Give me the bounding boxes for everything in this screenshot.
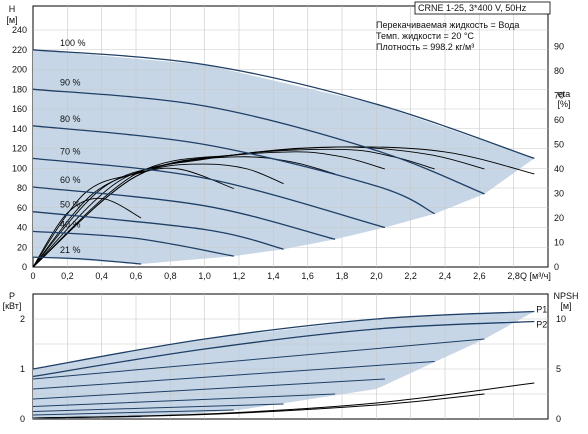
power-curve-p1: [32, 310, 535, 370]
eta-y-tick-label: 10: [554, 238, 564, 248]
speed-power-curve: [32, 403, 284, 412]
efficiency-curve: [32, 167, 234, 268]
head-curve: [32, 125, 435, 215]
speed-power-curve: [32, 409, 234, 416]
power-y-axis-unit: [кВт]: [3, 301, 22, 311]
head-x-tick-label: 2,2: [404, 271, 417, 281]
head-x-axis-label: Q [м³/ч]: [520, 271, 551, 281]
fluid-info-line: Перекачиваемая жидкость = Вода: [376, 20, 519, 30]
head-y-tick-label: 140: [12, 124, 27, 134]
eta-y-tick-label: 70: [554, 91, 564, 101]
npsh-y-tick-label: 5: [556, 364, 561, 374]
power-series-label: P1: [536, 305, 547, 315]
head-x-tick-label: 0,6: [130, 271, 143, 281]
head-y-tick-label: 160: [12, 104, 27, 114]
speed-power-curve: [32, 361, 435, 390]
speed-power-curve: [32, 393, 336, 407]
power-y-tick-label: 1: [20, 364, 25, 374]
head-x-tick-label: 1,0: [198, 271, 211, 281]
head-curve: [32, 88, 485, 195]
speed-power-curve: [32, 338, 485, 380]
eta-y-tick-label: 40: [554, 164, 564, 174]
speed-label: 80 %: [60, 114, 81, 124]
efficiency-curve: [32, 151, 386, 268]
eta-y-axis-label: eta: [558, 89, 571, 99]
head-x-tick-label: 1,2: [233, 271, 246, 281]
fluid-info-line: Плотность = 998.2 кг/м³: [376, 42, 474, 52]
head-x-tick-label: 0,2: [61, 271, 74, 281]
fluid-info-line: Темп. жидкости = 20 °C: [376, 31, 474, 41]
head-curve: [32, 157, 386, 229]
head-y-tick-label: 240: [12, 25, 27, 35]
eta-y-axis-unit: [%]: [557, 99, 570, 109]
eta-y-tick-label: 80: [554, 66, 564, 76]
power-curve-p2: [32, 320, 535, 378]
head-y-tick-label: 100: [12, 163, 27, 173]
power-y-tick-label: 2: [20, 314, 25, 324]
head-x-tick-label: 0: [30, 271, 35, 281]
speed-label: 100 %: [60, 38, 86, 48]
head-y-tick-label: 60: [17, 203, 27, 213]
eta-y-tick-label: 0: [554, 262, 559, 272]
speed-label: 60 %: [60, 175, 81, 185]
head-y-axis-label: H: [9, 4, 16, 14]
eta-y-tick-label: 90: [554, 42, 564, 52]
head-y-tick-label: 80: [17, 183, 27, 193]
speed-label: 50 %: [60, 200, 81, 210]
head-curve: [32, 230, 234, 257]
power-series-label: P2: [536, 320, 547, 330]
head-x-tick-label: 2,0: [370, 271, 383, 281]
speed-label: 21 %: [60, 245, 81, 255]
head-x-tick-label: 2,4: [439, 271, 452, 281]
head-y-tick-label: 180: [12, 84, 27, 94]
eta-y-tick-label: 20: [554, 213, 564, 223]
eta-y-tick-label: 30: [554, 189, 564, 199]
head-y-tick-label: 220: [12, 45, 27, 55]
npsh-y-tick-label: 10: [556, 314, 566, 324]
head-y-tick-label: 0: [22, 262, 27, 272]
head-x-tick-label: 2,6: [473, 271, 486, 281]
efficiency-curve: [32, 156, 336, 268]
efficiency-curve: [32, 197, 142, 268]
npsh-y-axis-unit: [м]: [560, 301, 571, 311]
power-y-axis-label: P: [9, 291, 15, 301]
speed-label: 40 %: [60, 219, 81, 229]
speed-power-curve: [32, 378, 385, 400]
speed-label: 90 %: [60, 77, 81, 87]
head-y-tick-label: 200: [12, 65, 27, 75]
head-y-tick-label: 120: [12, 144, 27, 154]
chart-title: CRNE 1-25, 3*400 V, 50Hz: [418, 3, 527, 13]
head-operating-envelope: [33, 49, 535, 264]
head-x-tick-label: 1,4: [267, 271, 280, 281]
eta-y-tick-label: 60: [554, 115, 564, 125]
head-curve: [32, 256, 142, 265]
head-x-tick-label: 0,4: [95, 271, 108, 281]
speed-label: 70 %: [60, 146, 81, 156]
head-y-tick-label: 40: [17, 223, 27, 233]
npsh-curve: [32, 393, 485, 419]
npsh-y-axis-label: NPSH: [553, 291, 578, 301]
head-x-tick-label: 1,8: [336, 271, 349, 281]
power-y-tick-label: 0: [20, 414, 25, 424]
head-x-tick-label: 2,8: [507, 271, 520, 281]
head-curve: [32, 186, 336, 240]
title-box: [414, 1, 551, 15]
head-curve: [32, 211, 284, 250]
head-x-tick-label: 1,6: [301, 271, 314, 281]
head-x-tick-label: 0,8: [164, 271, 177, 281]
head-curve: [32, 49, 535, 160]
eta-y-tick-label: 50: [554, 140, 564, 150]
head-y-tick-label: 20: [17, 242, 27, 252]
npsh-y-tick-label: 0: [556, 414, 561, 424]
head-y-axis-unit: [м]: [6, 15, 17, 25]
efficiency-curve: [32, 163, 284, 268]
